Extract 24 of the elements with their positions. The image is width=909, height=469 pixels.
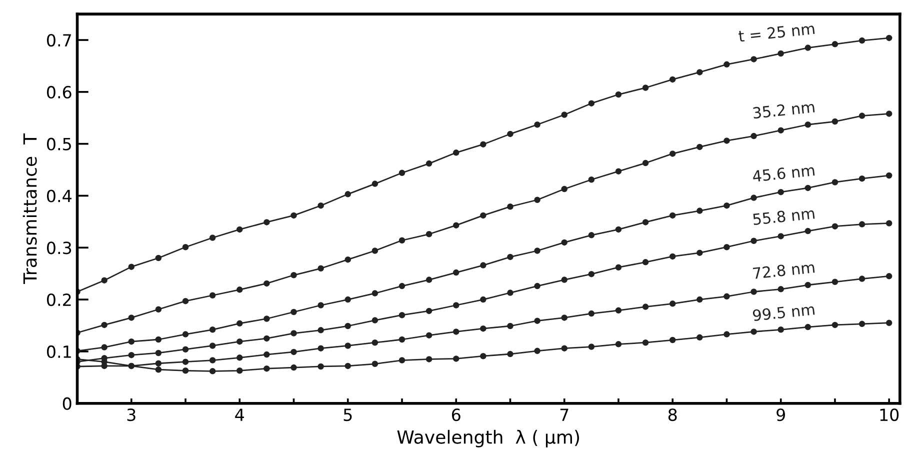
x-tick-label: 5: [344, 408, 352, 422]
y-tick-label: 0.2: [47, 293, 71, 306]
x-tick-label: 8: [668, 408, 677, 422]
text: t = 25 nm: [738, 22, 815, 42]
x-tick-label: 3: [127, 408, 136, 422]
x-tick-label: 10: [880, 408, 899, 422]
y-tick-label: 0.1: [47, 345, 71, 358]
text: 45.6 nm: [752, 164, 815, 182]
text: 55.8 nm: [752, 207, 815, 226]
x-tick-label: 7: [560, 408, 568, 421]
text: 99.5 nm: [752, 303, 815, 322]
x-tick-label: 4: [235, 408, 244, 421]
x-tick-label: 9: [776, 408, 785, 422]
x-axis-title: Wavelength λ ( μm): [397, 430, 579, 448]
text: 35.2 nm: [752, 100, 815, 119]
y-axis-title: Transmittance T: [22, 133, 37, 284]
y-tick-label: 0.4: [47, 190, 72, 202]
y-tick-label: 0.6: [47, 86, 72, 98]
y-tick-label: 0: [62, 397, 72, 410]
x-tick-label: 6: [452, 408, 460, 422]
y-tick-label: 0.5: [47, 138, 71, 150]
y-tick-label: 0.7: [47, 34, 71, 47]
y-tick-label: 0.3: [47, 242, 72, 254]
text: 72.8 nm: [752, 261, 815, 280]
